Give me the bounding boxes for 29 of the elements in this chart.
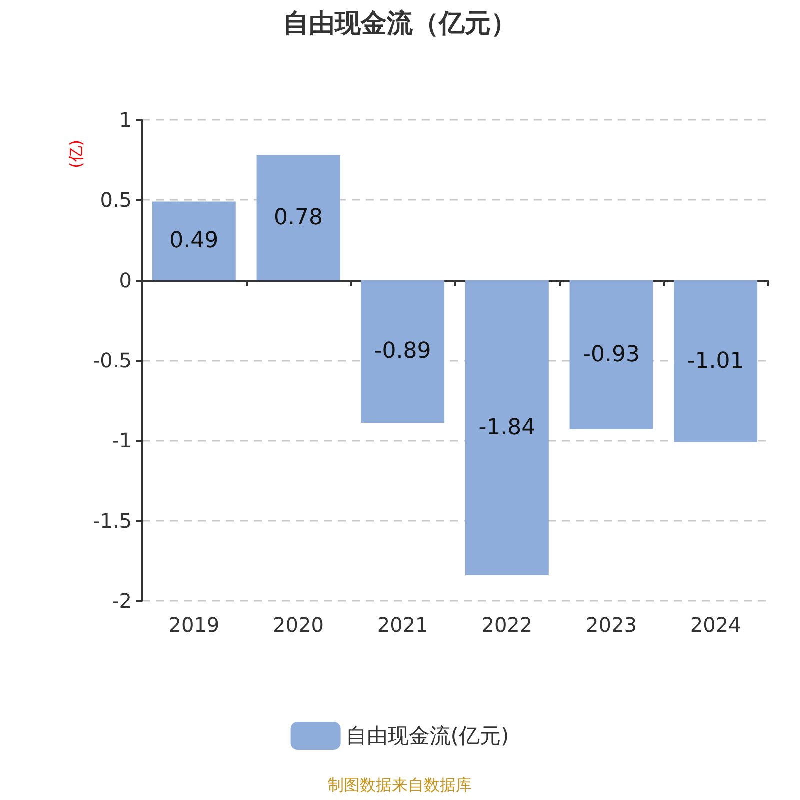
y-tick-label: -0.5 (92, 348, 132, 372)
y-tick-label: -2 (112, 589, 132, 613)
x-tick-label: 2023 (586, 613, 637, 637)
data-label: -0.93 (583, 342, 640, 368)
x-tick-label: 2021 (377, 613, 428, 637)
chart-title: 自由现金流（亿元） (283, 9, 517, 39)
data-label: -1.01 (687, 348, 744, 374)
y-tick-label: 0.5 (100, 188, 132, 212)
y-tick-label: -1 (112, 428, 132, 453)
data-label: 0.49 (170, 228, 219, 254)
x-tick-label: 2024 (690, 613, 742, 637)
bar (570, 280, 654, 430)
bar (152, 202, 236, 280)
y-tick-label: 0 (119, 268, 132, 292)
bar (256, 155, 340, 280)
x-tick-label: 2019 (168, 613, 220, 637)
x-tick-label: 2020 (273, 613, 324, 637)
legend-label: 自由现金流(亿元) (346, 724, 510, 748)
data-label: -1.84 (478, 415, 536, 440)
data-label: -0.89 (374, 339, 432, 364)
text: 制图数据来自数据库 (328, 776, 472, 794)
y-tick-label: -1.5 (92, 508, 132, 533)
x-tick-label: 2022 (482, 613, 533, 637)
bar (674, 280, 758, 442)
y-tick-label: 1 (119, 108, 132, 132)
bar (465, 280, 549, 576)
data-label: 0.78 (274, 205, 323, 230)
bar (361, 280, 445, 424)
y-axis-title: (亿) (66, 140, 86, 168)
